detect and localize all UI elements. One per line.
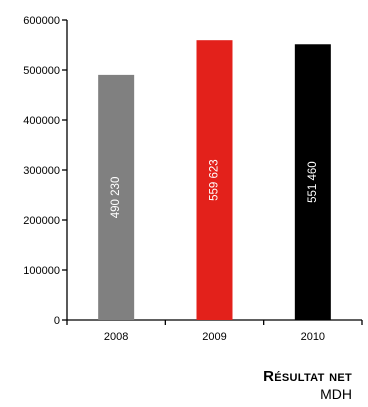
y-tick-label: 200000: [23, 215, 60, 227]
bar-2009: [196, 40, 233, 320]
bar-value-label: 559 623: [209, 159, 221, 201]
y-tick-label: 100000: [23, 265, 60, 277]
chart-subtitle: MDH: [320, 386, 352, 402]
bar-value-label: 490 230: [110, 177, 122, 219]
y-tick-label: 500000: [23, 65, 60, 77]
x-tick-label: 2008: [104, 331, 128, 343]
bar-2008: [98, 74, 135, 320]
bar-2010: [294, 44, 331, 321]
y-tick-label: 400000: [23, 115, 60, 127]
bar-value-label: 551 460: [307, 161, 319, 203]
y-tick-label: 600000: [23, 15, 60, 27]
x-tick-label: 2010: [301, 331, 325, 343]
x-tick-label: 2009: [202, 331, 226, 343]
y-tick-label: 300000: [23, 165, 60, 177]
y-tick-label: 0: [54, 315, 60, 327]
chart-title: Résultat net: [263, 368, 352, 385]
